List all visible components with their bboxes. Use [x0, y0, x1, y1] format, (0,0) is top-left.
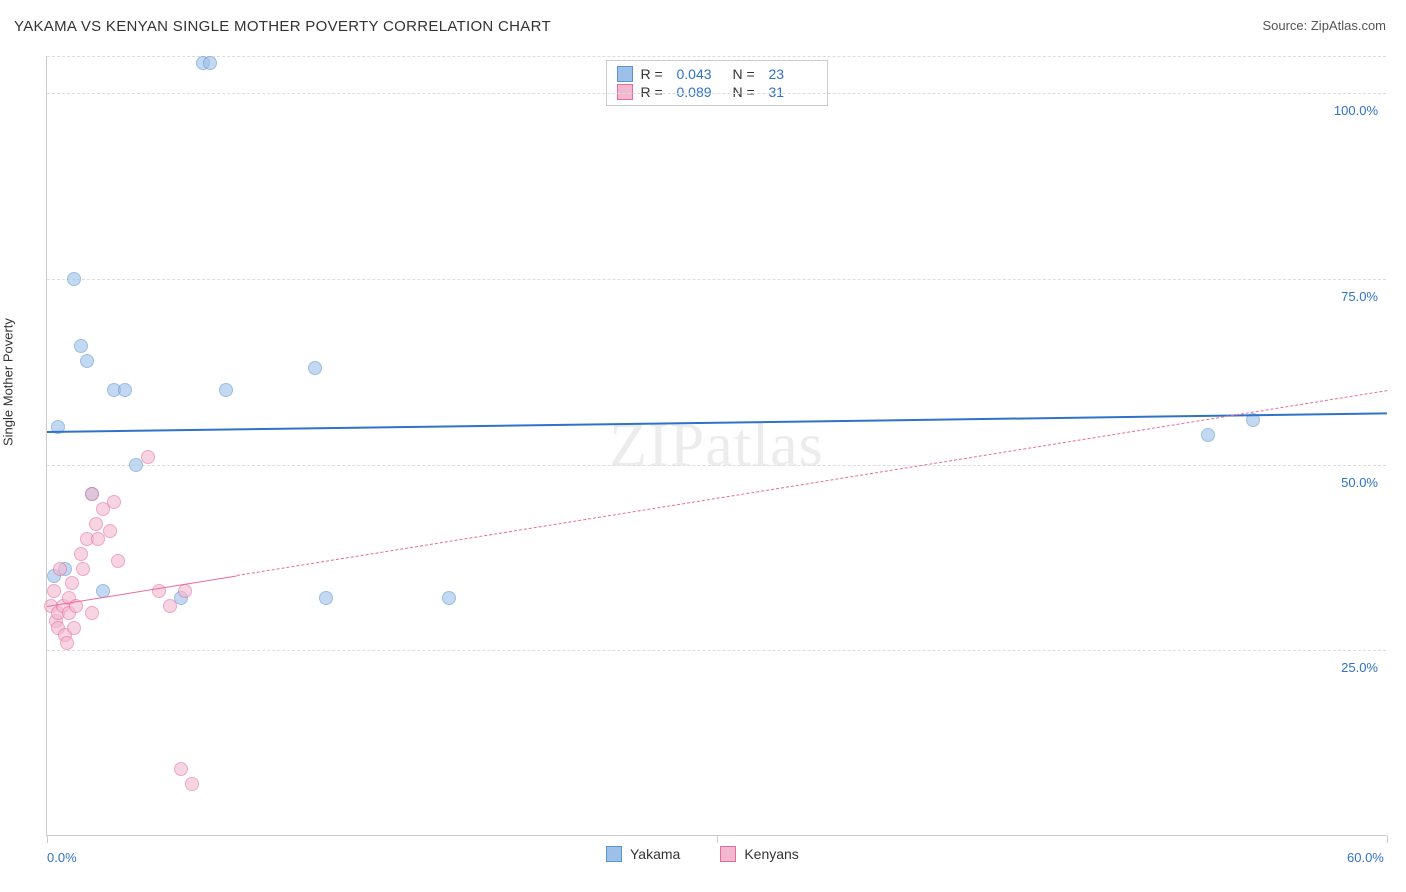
data-point — [308, 361, 322, 375]
swatch-yakama-icon — [617, 66, 633, 82]
gridline — [47, 650, 1386, 651]
legend-label-yakama: Yakama — [630, 846, 680, 862]
legend-series: Yakama Kenyans — [606, 846, 799, 862]
y-tick-label: 25.0% — [1341, 660, 1378, 675]
data-point — [219, 383, 233, 397]
data-point — [53, 562, 67, 576]
legend-item-yakama: Yakama — [606, 846, 680, 862]
legend-n-label: N = — [733, 84, 761, 100]
data-point — [111, 554, 125, 568]
swatch-kenyans-icon — [720, 846, 736, 862]
legend-row-kenyans: R = 0.089 N = 31 — [617, 83, 817, 101]
data-point — [76, 562, 90, 576]
chart-container: YAKAMA VS KENYAN SINGLE MOTHER POVERTY C… — [0, 0, 1406, 892]
data-point — [47, 584, 61, 598]
x-tick — [47, 835, 48, 843]
y-tick-label: 50.0% — [1341, 475, 1378, 490]
data-point — [178, 584, 192, 598]
swatch-yakama-icon — [606, 846, 622, 862]
data-point — [89, 517, 103, 531]
data-point — [174, 762, 188, 776]
legend-r-value-kenyans: 0.089 — [677, 84, 725, 100]
data-point — [141, 450, 155, 464]
data-point — [67, 621, 81, 635]
data-point — [103, 524, 117, 538]
data-point — [1201, 428, 1215, 442]
legend-r-label: R = — [641, 84, 669, 100]
gridline — [47, 56, 1386, 57]
data-point — [185, 777, 199, 791]
legend-n-label: N = — [733, 66, 761, 82]
data-point — [85, 487, 99, 501]
gridline — [47, 93, 1386, 94]
data-point — [60, 636, 74, 650]
x-tick-label: 60.0% — [1347, 850, 1384, 865]
legend-r-label: R = — [641, 66, 669, 82]
legend-item-kenyans: Kenyans — [720, 846, 798, 862]
data-point — [85, 606, 99, 620]
data-point — [74, 547, 88, 561]
legend-label-kenyans: Kenyans — [744, 846, 798, 862]
data-point — [107, 495, 121, 509]
x-tick — [1387, 835, 1388, 843]
data-point — [118, 383, 132, 397]
legend-r-value-yakama: 0.043 — [677, 66, 725, 82]
data-point — [203, 56, 217, 70]
swatch-kenyans-icon — [617, 84, 633, 100]
gridline — [47, 279, 1386, 280]
gridline — [47, 465, 1386, 466]
legend-row-yakama: R = 0.043 N = 23 — [617, 65, 817, 83]
data-point — [74, 339, 88, 353]
data-point — [152, 584, 166, 598]
y-tick-label: 75.0% — [1341, 289, 1378, 304]
x-tick — [717, 835, 718, 843]
legend-n-value-kenyans: 31 — [769, 84, 817, 100]
legend-correlation: R = 0.043 N = 23 R = 0.089 N = 31 — [606, 60, 828, 106]
chart-source: Source: ZipAtlas.com — [1262, 18, 1386, 33]
y-tick-label: 100.0% — [1334, 103, 1378, 118]
data-point — [319, 591, 333, 605]
data-point — [163, 599, 177, 613]
regression-line — [237, 390, 1387, 576]
data-point — [442, 591, 456, 605]
legend-n-value-yakama: 23 — [769, 66, 817, 82]
y-axis-title: Single Mother Poverty — [1, 318, 16, 446]
data-point — [65, 576, 79, 590]
data-point — [80, 354, 94, 368]
x-tick-label: 0.0% — [47, 850, 77, 865]
data-point — [67, 272, 81, 286]
chart-title: YAKAMA VS KENYAN SINGLE MOTHER POVERTY C… — [14, 18, 551, 35]
plot-area: ZIPatlas R = 0.043 N = 23 R = 0.089 N = … — [46, 56, 1386, 836]
